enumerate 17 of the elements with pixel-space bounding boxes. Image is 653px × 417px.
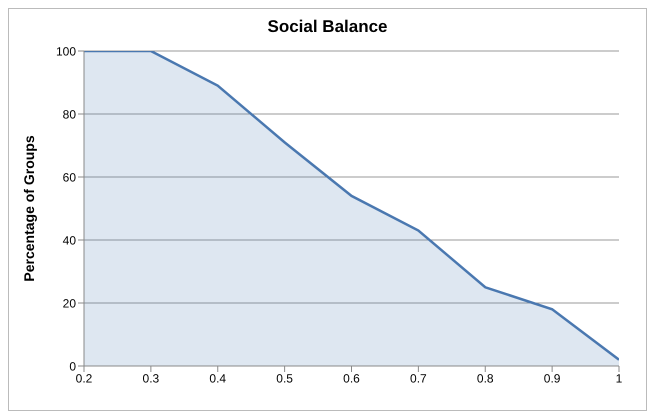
y-tick-label: 80 [62, 107, 76, 122]
x-tick-label: 1 [616, 372, 623, 386]
x-tick-label: 0.4 [209, 372, 226, 386]
chart-title: Social Balance [266, 17, 388, 38]
x-tick-label: 0.5 [276, 372, 294, 386]
y-axis-title: Percentage of Groups [20, 135, 37, 282]
y-tick-label: 60 [62, 170, 76, 184]
y-tick-label: 100 [56, 44, 76, 58]
y-tick-label: 20 [62, 296, 76, 310]
y-tick-label: 40 [62, 233, 76, 248]
x-tick-label: 0.3 [142, 372, 160, 386]
x-tick-label: 0.2 [76, 372, 93, 386]
x-tick-label: 0.7 [410, 372, 428, 386]
y-tick-label: 0 [69, 359, 76, 374]
x-tick-label: 0.6 [343, 372, 360, 386]
x-tick-label: 0.9 [544, 372, 561, 386]
x-tick-label: 0.8 [476, 372, 494, 386]
